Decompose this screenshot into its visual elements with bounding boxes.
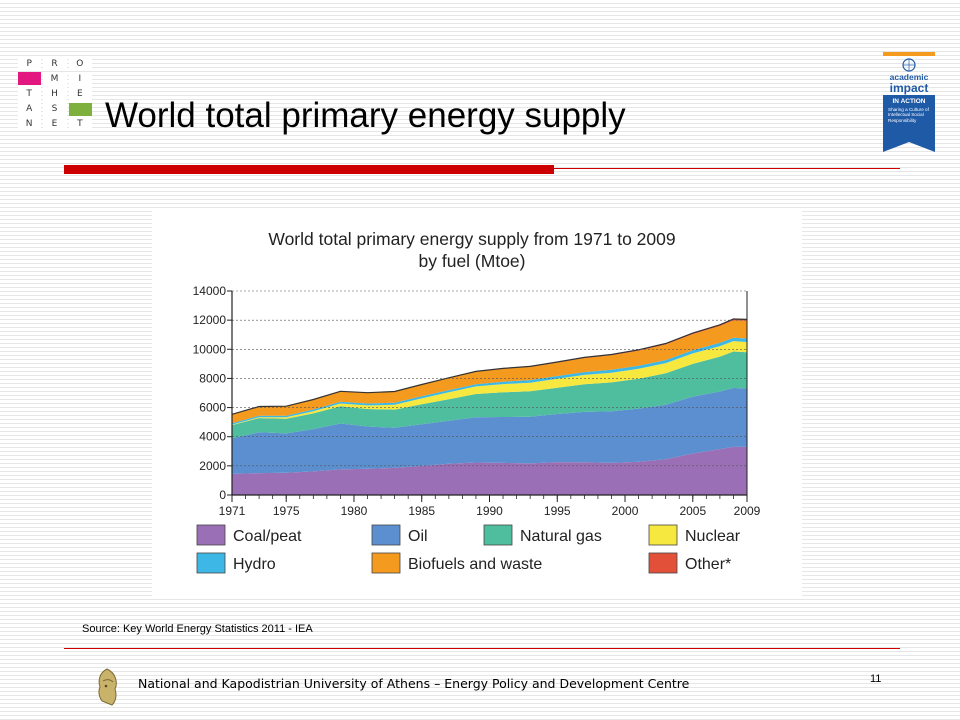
- legend-label: Hydro: [233, 556, 276, 573]
- logo-cell: I: [68, 72, 92, 86]
- x-tick-label: 1980: [341, 504, 368, 518]
- y-tick-label: 6000: [199, 401, 226, 415]
- source-note: Source: Key World Energy Statistics 2011…: [82, 623, 313, 635]
- area-oil: [232, 387, 747, 474]
- x-tick-label: 1995: [544, 504, 571, 518]
- logo-cell: R: [43, 57, 67, 71]
- athena-helmet-icon: [98, 668, 117, 706]
- legend-swatch: [648, 524, 678, 546]
- logo-cell: [68, 102, 92, 116]
- y-tick-label: 12000: [193, 313, 227, 327]
- x-tick-label: 1975: [273, 504, 300, 518]
- logo-cell: E: [43, 117, 67, 131]
- x-tick-label: 1985: [408, 504, 435, 518]
- logo-cell: S: [43, 102, 67, 116]
- y-tick-label: 4000: [199, 430, 226, 444]
- logo-cell: P: [18, 57, 42, 71]
- logo-cell: M: [43, 72, 67, 86]
- legend-label: Oil: [408, 528, 428, 545]
- logo-cell: [18, 72, 42, 86]
- chart-subtitle: by fuel (Mtoe): [419, 251, 526, 271]
- legend-label: Biofuels and waste: [408, 556, 542, 573]
- area-hydro: [232, 337, 747, 425]
- x-tick-label: 2005: [679, 504, 706, 518]
- y-tick-label: 2000: [199, 459, 226, 473]
- legend-swatch: [371, 552, 401, 574]
- badge-line1: academic: [890, 72, 929, 82]
- legend-swatch: [648, 552, 678, 574]
- total-outline: [231, 318, 748, 415]
- legend-swatch: [196, 552, 226, 574]
- x-tick-label: 1971: [219, 504, 246, 518]
- x-tick-label: 2009: [734, 504, 761, 518]
- y-tick-label: 0: [219, 488, 226, 502]
- x-tick-label: 2000: [612, 504, 639, 518]
- logo-cell: N: [18, 117, 42, 131]
- prometheus-logo: P R O M I T H E A S N E T: [18, 57, 92, 131]
- badge-top-stripe: [883, 52, 935, 56]
- footer-rule: [64, 648, 900, 649]
- area-biofuels-and-waste: [232, 320, 747, 424]
- badge-line2: impact: [890, 81, 929, 95]
- area-natural-gas: [232, 351, 747, 439]
- y-tick-label: 14000: [193, 284, 227, 298]
- legend-swatch: [196, 524, 226, 546]
- area-layers: [231, 318, 748, 495]
- legend-label: Coal/peat: [233, 528, 302, 545]
- chart-title: World total primary energy supply from 1…: [268, 229, 675, 249]
- grid-lines: [232, 290, 747, 467]
- legend-swatch: [371, 524, 401, 546]
- area-coal-peat: [232, 446, 747, 495]
- y-tick-label: 10000: [193, 342, 227, 356]
- footer-institution: National and Kapodistrian University of …: [138, 676, 690, 691]
- logo-cell: O: [68, 57, 92, 71]
- axes: 0 2000 4000 6000 8000 10000 12000 14000 1971 1975…: [193, 284, 761, 518]
- title-rule-thin: [554, 168, 900, 169]
- page-number: 11: [870, 673, 882, 685]
- legend-label: Natural gas: [520, 528, 602, 545]
- logo-cell: T: [18, 87, 42, 101]
- energy-supply-chart: World total primary energy supply from 1…: [193, 229, 761, 574]
- badge-tagline: Sharing a Culture of Intellectual Social…: [888, 107, 929, 123]
- title-rule-thick: [64, 165, 554, 174]
- x-tick-label: 1990: [476, 504, 503, 518]
- logo-cell: A: [18, 102, 42, 116]
- badge-line3: IN ACTION: [893, 98, 926, 105]
- y-tick-label: 8000: [199, 371, 226, 385]
- badge-ribbon: [883, 95, 935, 152]
- legend-label: Other*: [685, 556, 731, 573]
- logo-cell: E: [68, 87, 92, 101]
- chart-panel: World total primary energy supply from 1…: [152, 211, 802, 596]
- legend: Coal/peat Oil Natural gas Nuclear Hydro Biofu…: [196, 524, 741, 574]
- academic-impact-badge: academic impact IN ACTION Sharing a Cult…: [883, 52, 935, 152]
- slide-title: World total primary energy supply: [105, 96, 626, 135]
- legend-swatch: [483, 524, 513, 546]
- legend-label: Nuclear: [685, 528, 741, 545]
- logo-cell: H: [43, 87, 67, 101]
- logo-cell: T: [68, 117, 92, 131]
